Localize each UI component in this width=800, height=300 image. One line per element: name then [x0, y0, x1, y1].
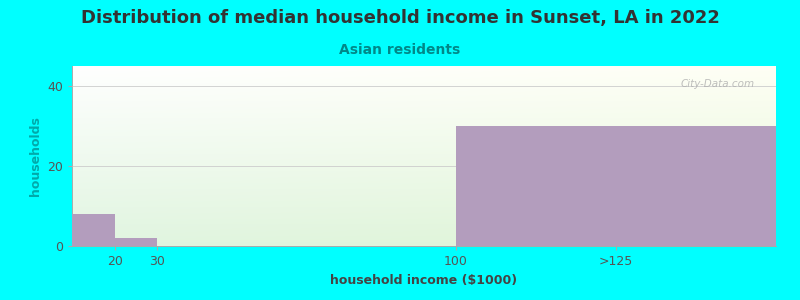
Bar [72, 214, 114, 246]
Text: City-Data.com: City-Data.com [681, 79, 755, 88]
X-axis label: household income ($1000): household income ($1000) [330, 274, 518, 286]
Y-axis label: households: households [29, 116, 42, 196]
Bar [456, 126, 776, 246]
Bar [114, 238, 158, 246]
Text: Asian residents: Asian residents [339, 44, 461, 58]
Text: Distribution of median household income in Sunset, LA in 2022: Distribution of median household income … [81, 9, 719, 27]
